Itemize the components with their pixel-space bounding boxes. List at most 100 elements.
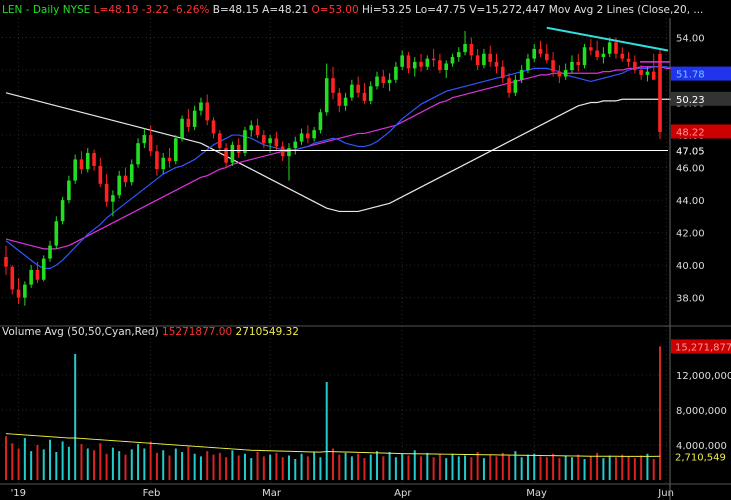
candle-body: [4, 256, 8, 267]
volume-bar: [74, 354, 77, 480]
grid: [2, 18, 668, 486]
volume-bar: [570, 457, 573, 480]
candle-body: [595, 50, 599, 58]
candle-body: [475, 55, 480, 66]
volume-bar: [155, 452, 158, 480]
candle-body: [41, 258, 46, 280]
candle-body: [148, 135, 153, 152]
volume-bar: [168, 455, 171, 480]
volume-bar: [262, 456, 265, 480]
candle-body: [73, 159, 77, 181]
volume-bar: [306, 456, 309, 480]
candle-body: [645, 71, 650, 75]
volume-bar: [287, 455, 290, 480]
volume-bar: [206, 451, 209, 480]
candle-body: [16, 289, 21, 298]
volume-bar: [30, 451, 33, 480]
volume-bar: [357, 453, 360, 480]
candle-body: [218, 133, 222, 149]
volume-bar: [281, 457, 284, 480]
candle-body: [469, 44, 474, 56]
candle-body: [494, 61, 499, 67]
volume-bar: [464, 455, 467, 480]
volume-bar: [413, 450, 416, 480]
candle-body: [129, 164, 134, 183]
volume-bar: [438, 454, 441, 480]
candle-body: [287, 148, 291, 157]
price-badge-label: 48.22: [676, 127, 705, 138]
volume-bar: [193, 453, 196, 480]
volume-value: V=15,272,447: [469, 4, 545, 16]
ma-mid-line: [5, 66, 692, 250]
volume-bar: [162, 450, 165, 480]
volume-bar: [539, 456, 542, 480]
candle-body: [607, 42, 612, 54]
volume-bar: [199, 456, 202, 480]
candle-body: [488, 53, 493, 62]
volume-bar: [394, 457, 397, 480]
volume-bar: [275, 452, 278, 480]
volume-bar: [552, 453, 555, 480]
volume-bar: [583, 459, 586, 480]
volume-bar: [514, 451, 517, 480]
candle-body: [350, 84, 354, 98]
candle-body: [161, 157, 166, 170]
resistance-trendline: [546, 26, 669, 52]
volume-bar: [608, 455, 611, 480]
volume-bar: [633, 458, 636, 480]
volume-bar: [407, 455, 410, 480]
price-tick-label: 40.00: [676, 261, 705, 272]
volume-bar: [319, 457, 322, 480]
change-value: -3.22: [142, 4, 169, 16]
volume-tick-label: 12,000,000: [676, 371, 731, 382]
ask-price: A=48.21: [262, 4, 308, 16]
candle-body: [639, 70, 643, 75]
candle-body: [570, 61, 574, 71]
price-badge: [671, 143, 731, 158]
price-badge-label: 50.23: [676, 95, 705, 106]
candle-body: [54, 221, 59, 246]
candle-body: [601, 53, 606, 58]
volume-bar: [369, 454, 372, 480]
price-badge-label: 47.05: [676, 146, 705, 157]
candle-body: [362, 92, 367, 101]
price-badge-label: 51.78: [676, 70, 705, 81]
volume-bar: [250, 458, 253, 480]
volume-bar: [55, 452, 58, 480]
volume-bar: [659, 346, 661, 480]
volume-bar: [187, 446, 190, 480]
volume-bar: [401, 453, 404, 480]
volume-tick-label: 4,000,000: [676, 441, 727, 452]
volume-bar: [269, 454, 272, 480]
volume-bar: [231, 450, 234, 480]
time-axis-label: '19: [11, 488, 26, 499]
candle-body: [526, 58, 530, 71]
volume-bar: [67, 446, 70, 480]
volume-bar: [646, 453, 649, 480]
candle-body: [268, 138, 272, 144]
candle-body: [519, 70, 524, 80]
candle-body: [192, 110, 197, 127]
candle-body: [500, 66, 505, 79]
candle-body: [412, 61, 417, 69]
candle-body: [262, 135, 266, 144]
candle-body: [576, 61, 581, 66]
volume-bar: [489, 454, 492, 480]
candle-body: [255, 125, 260, 136]
candle-body: [582, 47, 587, 66]
candle-body: [117, 175, 121, 196]
candle-body: [507, 78, 511, 93]
volume-bar: [49, 439, 52, 480]
candle-body: [111, 195, 115, 202]
volume-bar: [300, 453, 303, 480]
time-axis-label: Mar: [262, 488, 282, 499]
volume-badge-label: 15,271,877: [675, 342, 731, 353]
candle-body: [23, 284, 27, 298]
volume-bars: [5, 346, 661, 480]
low-price: Lo=47.75: [415, 4, 466, 16]
candle-body: [425, 58, 430, 67]
ma-slow-line: [5, 92, 692, 213]
candle-body: [293, 141, 298, 149]
candle-body: [331, 78, 335, 93]
candle-body: [538, 48, 543, 54]
